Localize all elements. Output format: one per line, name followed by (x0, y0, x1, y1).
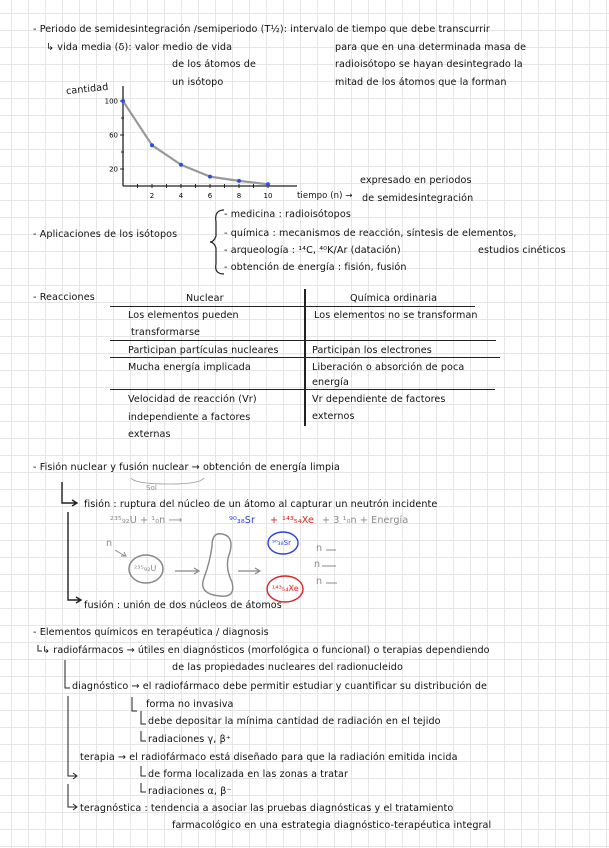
data-point (179, 162, 183, 167)
equation-plus: + (270, 515, 279, 526)
diagnostic-text-2: forma no invasiva (146, 699, 234, 710)
radiopharmaceuticals-text-2: de las propiedades nucleares del radionu… (172, 662, 403, 673)
application-item: - medicina : radioisótopos (224, 209, 351, 220)
equation-rest: + 3 ¹₀n + Energía (322, 515, 409, 526)
reactions-title: - Reacciones (33, 292, 95, 303)
table-cell: Liberación o absorción de poca (312, 362, 465, 373)
fusion-definition: fusión : unión de dos núcleos de átomos (84, 600, 282, 611)
mean-life-text-2: de los átomos de (172, 59, 256, 70)
y-tick-label: 60 (109, 132, 118, 140)
application-item: - obtención de energía : fisión, fusión (224, 262, 407, 273)
strontium-label: ⁹⁰₃₈Sr (272, 539, 292, 547)
data-point (208, 174, 212, 179)
table-cell: independiente a factores (128, 412, 251, 423)
decay-curve (122, 100, 269, 186)
x-tick-label: 4 (179, 192, 184, 200)
row-line (110, 389, 495, 390)
table-cell: energía (312, 377, 349, 388)
row-line (110, 340, 496, 341)
table-cell: externos (312, 411, 355, 422)
table-cell: Participan partículas nucleares (128, 345, 279, 356)
row-line (110, 357, 500, 358)
therapy-text: terapia → el radiofármaco está diseñado … (80, 752, 458, 763)
diagnostic-text: diagnóstico → el radiofármaco debe permi… (72, 681, 488, 692)
x-note-2: de semidesintegración (362, 193, 474, 204)
equation-strontium: ⁹⁰₃₈Sr (229, 515, 256, 526)
y-tick-label: 20 (109, 166, 118, 174)
equation-reactants: ²³⁵₉₂U + ¹₀n ⟶ (110, 515, 183, 526)
neutron-label: n (316, 543, 323, 554)
table-cell: Participan los electrones (312, 345, 432, 356)
definition-text-2: para que en una determinada masa de (335, 42, 527, 53)
radiopharmaceuticals-text: ↳ radiofármacos → útiles en diagnósticos… (42, 645, 490, 656)
x-tick-label: 6 (208, 192, 213, 200)
neutron-label: n (316, 576, 323, 587)
applications-title: - Aplicaciones de los isótopos (33, 229, 178, 240)
application-item: - química : mecanismos de reacción, sínt… (224, 228, 517, 239)
chart-xlabel: tiempo (n) → (297, 191, 353, 201)
table-cell: Los elementos pueden (128, 310, 239, 321)
therapy-text-3: radiaciones α, β⁻ (148, 786, 232, 797)
data-point (266, 182, 270, 187)
uranium-label: ²³⁵₉₂U (134, 564, 157, 573)
application-item: - arqueología : ¹⁴C, ⁴⁰K/Ar (datación) (224, 245, 401, 256)
elements-title: - Elementos químicos en terapéutica / di… (33, 627, 269, 638)
x-tick-label: 8 (237, 192, 241, 200)
x-tick-label: 10 (264, 192, 273, 200)
mean-life-text: ↳ vida media (δ): valor medio de vida (46, 42, 233, 53)
diagnostic-text-4: radiaciones γ, β⁺ (148, 734, 231, 745)
data-point (237, 178, 241, 183)
fission-title: - Fisión nuclear y fusión nuclear → obte… (33, 462, 340, 473)
table-cell: Mucha energía implicada (128, 362, 251, 373)
x-note-1: expresado en periodos (360, 175, 472, 186)
diagnostic-text-3: debe depositar la mínima cantidad de rad… (148, 716, 441, 727)
y-tick-label: 100 (105, 98, 118, 106)
theragnostics-text: teragnóstica : tendencia a asociar las p… (80, 803, 454, 814)
definition-text-4: mitad de los átomos que la forman (335, 77, 507, 88)
table-cell: transformarse (131, 327, 201, 338)
data-point (150, 143, 154, 148)
xenon-label: ¹⁴³₅₄Xe (272, 584, 299, 593)
sun-note: Sol (146, 484, 157, 492)
half-life-heading: - Periodo de semidesintegración /semiper… (33, 24, 490, 35)
data-point (121, 99, 125, 103)
mean-life-text-3: un isótopo (172, 77, 224, 88)
header-nuclear: Nuclear (186, 293, 224, 304)
equation-xenon: ¹⁴³₅₄Xe (282, 515, 314, 526)
header-chemical: Química ordinaria (350, 293, 438, 304)
table-cell: externas (128, 429, 171, 440)
therapy-text-2: de forma localizada en las zonas a trata… (148, 769, 349, 780)
table-header-line (110, 306, 475, 308)
x-tick-label: 2 (150, 192, 154, 200)
theragnostics-text-2: farmacológico en una estrategia diagnóst… (172, 820, 492, 831)
definition-text-3: radioisótopo se hayan desintegrado la (335, 59, 523, 70)
fission-definition: fisión : ruptura del núcleo de un átomo … (84, 499, 438, 510)
table-cell: Los elementos no se transforman (314, 310, 478, 321)
neutron-label: n (314, 559, 321, 570)
neutron-label: n (106, 538, 113, 549)
table-cell: Velocidad de reacción (Vr) (128, 394, 257, 405)
application-extra: estudios cinéticos (478, 245, 566, 256)
table-cell: Vr dependiente de factores (312, 394, 446, 405)
